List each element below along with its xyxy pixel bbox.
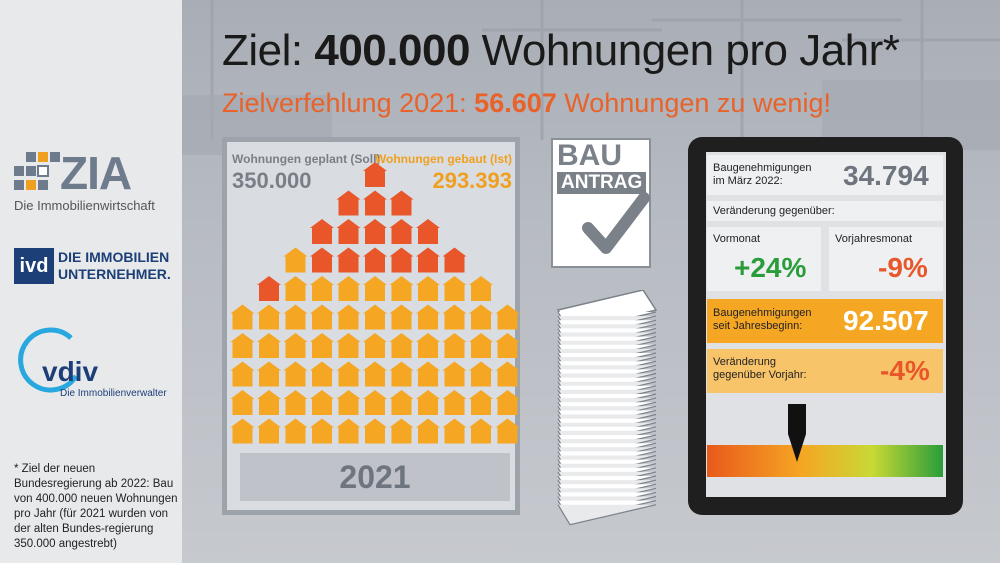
paper-stack-icon	[556, 290, 658, 526]
year-label: 2021	[240, 453, 510, 501]
vdiv-logo-ring-icon	[18, 327, 79, 393]
prev-year-month-label: Vorjahresmonat	[835, 233, 913, 245]
ytd-permits-value: 92.507	[843, 305, 929, 336]
ytd-change-row	[707, 349, 943, 393]
bau-antrag-word-bau: BAU	[557, 139, 622, 172]
zia-logo-tagline: Die Immobilienwirtschaft	[14, 198, 155, 213]
prev-month-label: Vormonat	[713, 233, 761, 245]
built-label: Wohnungen gebaut (Ist)	[374, 152, 512, 166]
prev-month-value: +24%	[734, 252, 807, 283]
prev-month-box	[707, 227, 821, 291]
paper-sheet-edge	[557, 504, 657, 526]
prev-year-month-value: -9%	[878, 252, 928, 283]
prev-year-month-box	[829, 227, 943, 291]
change-header-label: Veränderung gegenüber:	[713, 205, 835, 217]
zia-logo-wordmark: ZIA	[60, 147, 132, 199]
change-header-row	[707, 201, 943, 221]
ytd-permits-row	[707, 299, 943, 343]
vdiv-logo-wordmark: vdiv	[42, 356, 99, 387]
permits-march-value: 34.794	[843, 160, 929, 191]
permits-march-row	[707, 155, 943, 195]
ivd-logo-mark: ivd	[14, 248, 54, 284]
page-subtitle: Zielverfehlung 2021: 56.607 Wohnungen zu…	[222, 88, 831, 118]
page-title: Ziel: 400.000 Wohnungen pro Jahr*	[222, 26, 900, 75]
planned-label: Wohnungen geplant (Soll)	[232, 152, 381, 166]
built-value: 293.393	[432, 168, 512, 193]
permits-march-label: Baugenehmigungen im März 2022:	[713, 162, 812, 187]
ytd-change-value: -4%	[880, 355, 930, 386]
planned-value: 350.000	[232, 168, 312, 193]
footnote: * Ziel der neuen Bundesregierung ab 2022…	[14, 463, 178, 550]
gauge-gradient-bar	[707, 445, 943, 477]
ivd-logo-text: DIE IMMOBILIEN UNTERNEHMER.	[58, 249, 171, 282]
gauge-pointer-icon	[787, 404, 806, 462]
zia-logo-grid-icon	[14, 152, 60, 190]
ytd-change-label: Veränderung gegenüber Vorjahr:	[713, 356, 807, 381]
ytd-permits-label: Baugenehmigungen seit Jahresbeginn:	[713, 307, 812, 332]
bau-antrag-word-antrag: ANTRAG	[557, 172, 647, 194]
checkmark-icon	[582, 192, 650, 254]
vdiv-logo-tagline: Die Immobilienverwalter	[60, 388, 167, 399]
